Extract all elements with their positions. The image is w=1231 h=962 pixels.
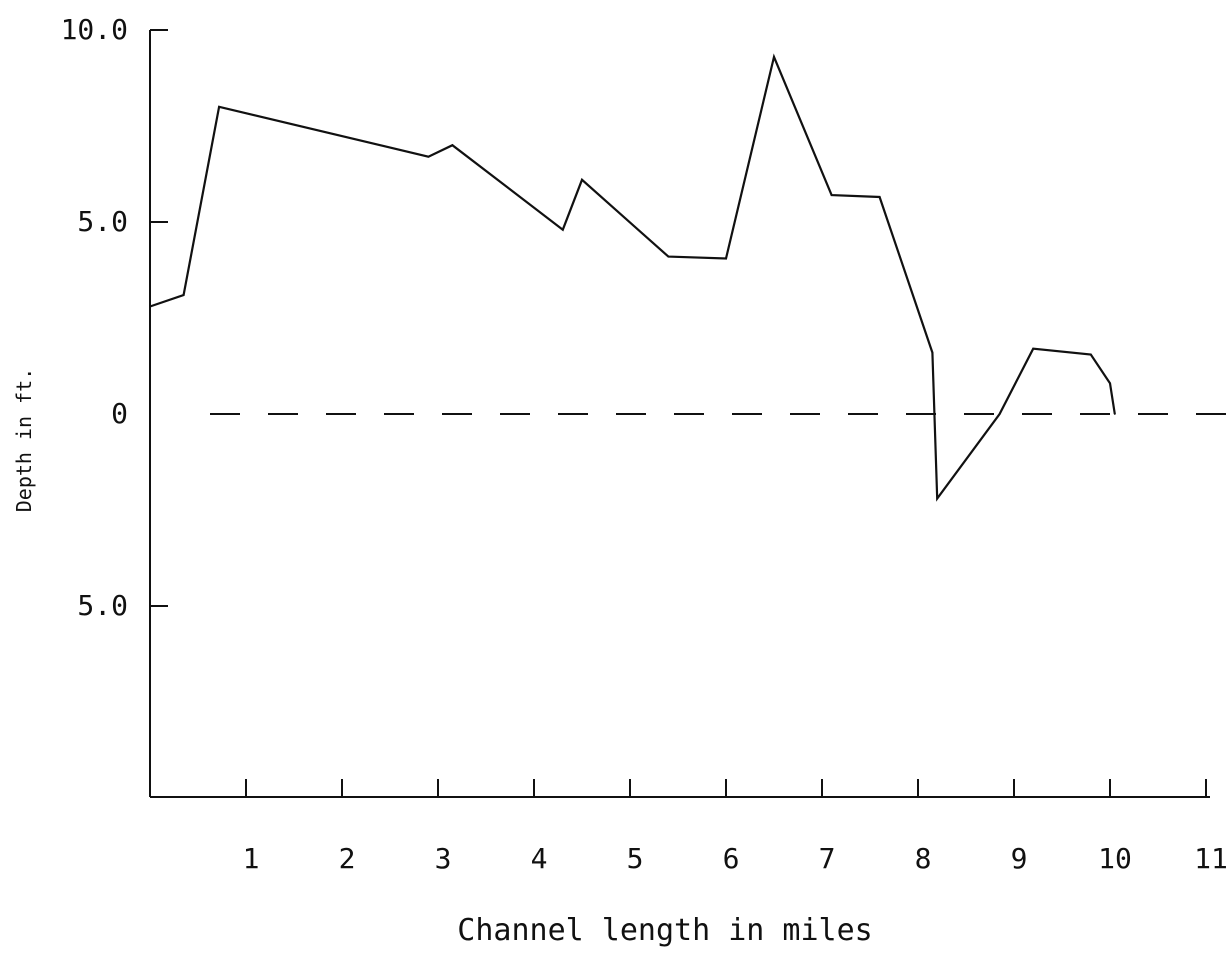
data-point (931, 351, 934, 354)
data-point (1113, 413, 1116, 415)
x-tick-label: 4 (531, 842, 548, 875)
y-tick-label: 5.0 (77, 205, 128, 238)
data-point (1109, 382, 1111, 385)
x-axis-label: Channel length in miles (457, 913, 872, 948)
data-point (1089, 353, 1092, 356)
x-tick-label: 10 (1098, 842, 1132, 875)
data-point (427, 155, 430, 158)
x-tick-label: 9 (1011, 842, 1028, 875)
data-point (1032, 347, 1035, 350)
data-point (182, 294, 185, 296)
y-tick-label: 10.0 (61, 13, 128, 46)
x-tick-label: 6 (723, 842, 740, 875)
data-point (561, 228, 564, 231)
y-tick-label: 5.0 (77, 589, 128, 622)
y-tick-label: 0 (111, 397, 128, 430)
x-tick-label: 5 (627, 842, 644, 875)
data-point (667, 255, 670, 258)
x-tick-label: 3 (435, 842, 452, 875)
x-tick-label: 2 (339, 842, 356, 875)
y-axis-label: Depth in ft. (12, 368, 36, 513)
x-tick-label: 11 (1194, 842, 1228, 875)
data-point (936, 497, 939, 500)
data-point (998, 413, 1001, 415)
depth-series-line (149, 53, 1116, 502)
x-tick-label: 8 (915, 842, 932, 875)
x-tick-label: 7 (819, 842, 836, 875)
data-point (218, 105, 221, 108)
x-tick-label: 1 (243, 842, 260, 875)
data-point (878, 196, 881, 198)
data-point (725, 257, 727, 260)
data-point (773, 55, 775, 58)
data-point (149, 305, 151, 308)
data-point (451, 144, 454, 147)
data-point (581, 178, 583, 181)
data-point (830, 194, 833, 197)
